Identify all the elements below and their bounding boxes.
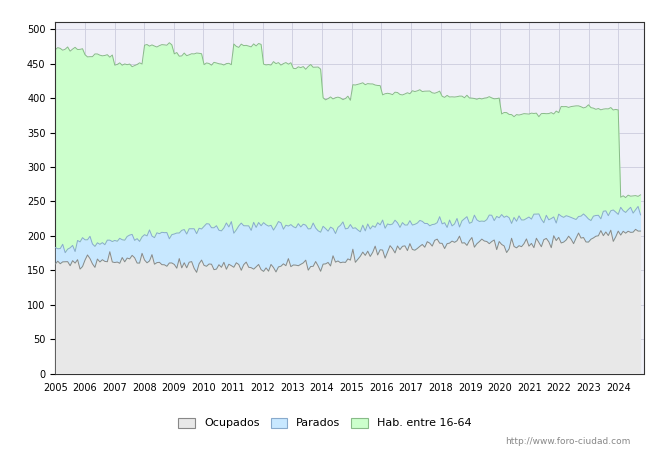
Text: Caudete de las Fuentes - Evolucion de la poblacion en edad de Trabajar Septiembr: Caudete de las Fuentes - Evolucion de la…: [61, 14, 589, 24]
Text: http://www.foro-ciudad.com: http://www.foro-ciudad.com: [505, 436, 630, 446]
Legend: Ocupados, Parados, Hab. entre 16-64: Ocupados, Parados, Hab. entre 16-64: [174, 413, 476, 433]
